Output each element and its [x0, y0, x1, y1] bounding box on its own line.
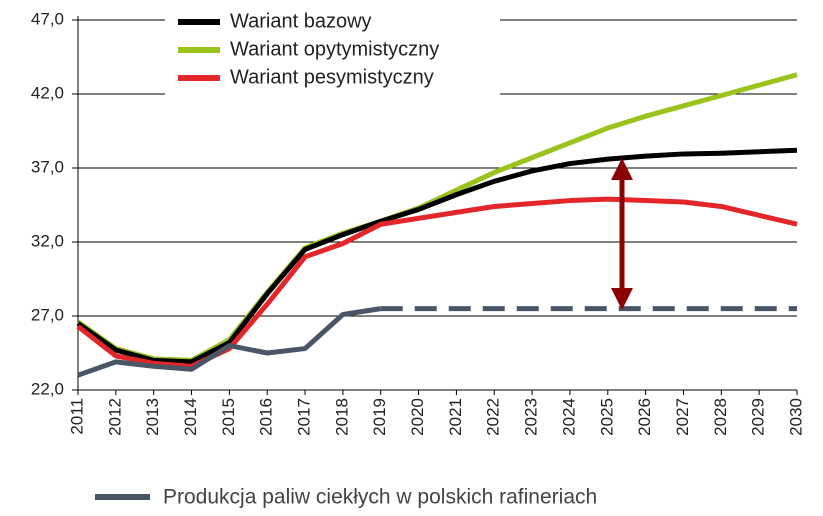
- x-tick-label: 2022: [484, 398, 503, 436]
- y-tick-label: 37,0: [31, 157, 64, 176]
- x-tick-label: 2025: [597, 398, 616, 436]
- x-tick-label: 2011: [67, 398, 86, 435]
- x-tick-label: 2018: [332, 398, 351, 436]
- x-tick-label: 2027: [673, 398, 692, 436]
- series-line: [76, 147, 798, 365]
- x-tick-label: 2024: [559, 398, 578, 436]
- difference-arrow: [611, 158, 633, 310]
- y-tick-label: 22,0: [31, 379, 64, 398]
- legend-label: Wariant pesymistyczny: [230, 66, 434, 88]
- x-tick-label: 2021: [446, 398, 465, 436]
- x-tick-label: 2012: [105, 398, 124, 436]
- series-line: [76, 196, 798, 369]
- y-tick-label: 47,0: [31, 9, 64, 28]
- y-tick-label: 32,0: [31, 231, 64, 250]
- x-tick-label: 2030: [786, 398, 805, 436]
- lines: [76, 72, 798, 378]
- y-tick-label: 42,0: [31, 83, 64, 102]
- x-tick-label: 2029: [749, 398, 768, 436]
- legend-label: Wariant opytymistyczny: [230, 38, 439, 60]
- x-tick-label: 2017: [295, 398, 314, 436]
- legend-label: Produkcja paliw ciekłych w polskich rafi…: [163, 486, 597, 509]
- x-tick-label: 2015: [219, 398, 238, 436]
- x-tick-label: 2016: [257, 398, 276, 436]
- y-tick-label: 27,0: [31, 305, 64, 324]
- legend-box: [165, 4, 500, 96]
- x-tick-label: 2014: [181, 398, 200, 436]
- legend-label: Wariant bazowy: [230, 10, 372, 32]
- x-tick-label: 2019: [370, 398, 389, 436]
- series-line: [77, 306, 382, 378]
- legend: Wariant bazowy Wariant opytymistyczny Wari…: [95, 10, 597, 509]
- x-tick-label: 2013: [143, 398, 162, 436]
- x-tick-label: 2020: [408, 398, 427, 436]
- x-tick-label: 2023: [522, 398, 541, 436]
- x-tick-label: 2026: [635, 398, 654, 436]
- x-tick-label: 2028: [711, 398, 730, 436]
